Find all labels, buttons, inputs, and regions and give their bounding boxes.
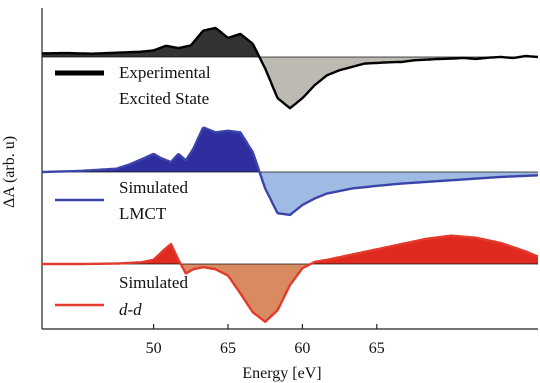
- series-positive-fill: [42, 28, 538, 57]
- legend-entry-2: Simulated LMCT: [55, 178, 188, 223]
- legend-label-line-1: Experimental: [119, 63, 211, 82]
- series-layer: [41, 26, 539, 323]
- x-tick-label: 50: [146, 340, 162, 357]
- x-axis-ticks: 50 65 60 65: [146, 324, 385, 357]
- series-negative-fill: [42, 57, 538, 109]
- series-negative-fill: [42, 172, 538, 215]
- legend-label-line-1: Simulated: [119, 178, 188, 197]
- legend-label-line-2: d-d: [119, 300, 142, 319]
- y-axis-label: ΔA (arb. u): [1, 136, 18, 208]
- series-line: [41, 234, 539, 323]
- legend-label-line-2: Excited State: [119, 89, 209, 108]
- series-2: [41, 126, 539, 217]
- legend-entry-3: Simulated d-d: [55, 273, 188, 319]
- series-line: [41, 26, 539, 110]
- x-tick-label: 65: [369, 340, 385, 357]
- legend-label-line-2: LMCT: [119, 204, 167, 223]
- series-3: [41, 234, 539, 323]
- series-positive-fill: [42, 127, 538, 172]
- x-tick-label: 60: [294, 340, 310, 357]
- legend-entry-1: Experimental Excited State: [55, 63, 211, 108]
- series-line: [41, 126, 539, 217]
- x-axis-label: Energy [eV]: [242, 365, 321, 382]
- series-positive-fill: [42, 235, 538, 264]
- x-tick-label: 65: [220, 340, 236, 357]
- series-negative-fill: [42, 264, 538, 322]
- legend-label-line-1: Simulated: [119, 273, 188, 292]
- series-1: [41, 26, 539, 110]
- plot-frame: [41, 8, 538, 330]
